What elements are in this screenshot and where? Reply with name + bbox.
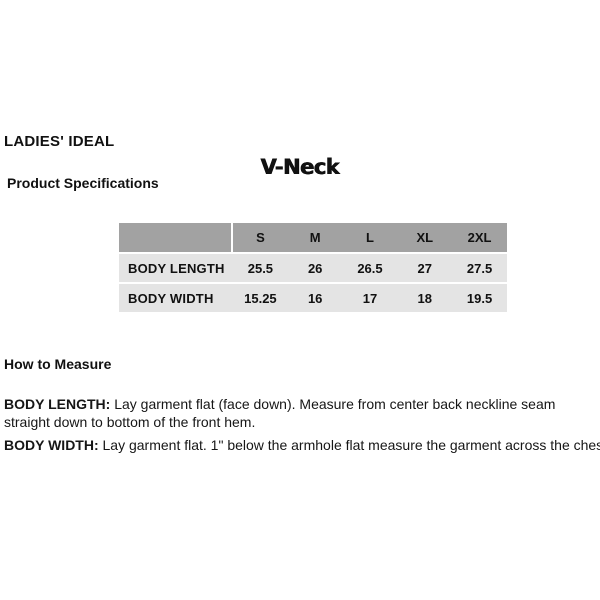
size-column-header-m: M (309, 230, 321, 245)
table-row-body-length: BODY LENGTH 25.5 26 26.5 27 27.5 (119, 254, 507, 282)
spec-value-cell: 27 (417, 260, 433, 276)
section-title: Product Specifications (7, 175, 159, 191)
spec-table: S M L XL 2XL BODY LENGTH 25.5 26 26.5 27… (119, 223, 507, 314)
size-column-header-l: L (366, 230, 374, 245)
spec-value-cell: 26 (307, 260, 323, 276)
instruction-text: Lay garment flat. 1" below the armhole f… (102, 437, 600, 453)
instruction-label: BODY LENGTH: (4, 396, 111, 412)
size-column-header-2xl: 2XL (467, 230, 492, 245)
spec-value-cell: 17 (362, 290, 378, 306)
instruction-label: BODY WIDTH: (4, 437, 99, 453)
spec-value-cell: 26.5 (357, 260, 383, 276)
instruction-text: Lay garment flat (face down). Measure fr… (4, 396, 556, 430)
product-name: V-Neck (260, 155, 340, 179)
spec-value-cell: 18 (417, 290, 433, 306)
spec-value-cell: 25.5 (247, 260, 274, 276)
spec-table-header-row: S M L XL 2XL (119, 223, 507, 252)
body-length-instruction: BODY LENGTH: Lay garment flat (face down… (4, 395, 576, 431)
spec-value-cell: 27.5 (466, 260, 493, 276)
spec-row-label: BODY LENGTH (128, 260, 225, 276)
size-column-header-s: S (256, 230, 265, 245)
body-width-instruction: BODY WIDTH: Lay garment flat. 1" below t… (4, 436, 600, 454)
how-to-measure-title: How to Measure (4, 356, 112, 372)
brand-title: LADIES' IDEAL (4, 133, 115, 150)
table-row-body-width: BODY WIDTH 15.25 16 17 18 19.5 (119, 284, 507, 312)
spec-value-cell: 16 (307, 290, 323, 306)
spec-row-label: BODY WIDTH (128, 290, 214, 306)
spec-table-corner-cell (119, 223, 233, 252)
spec-value-cell: 19.5 (466, 290, 493, 306)
size-column-header-xl: XL (416, 230, 434, 245)
spec-value-cell: 15.25 (244, 290, 277, 306)
